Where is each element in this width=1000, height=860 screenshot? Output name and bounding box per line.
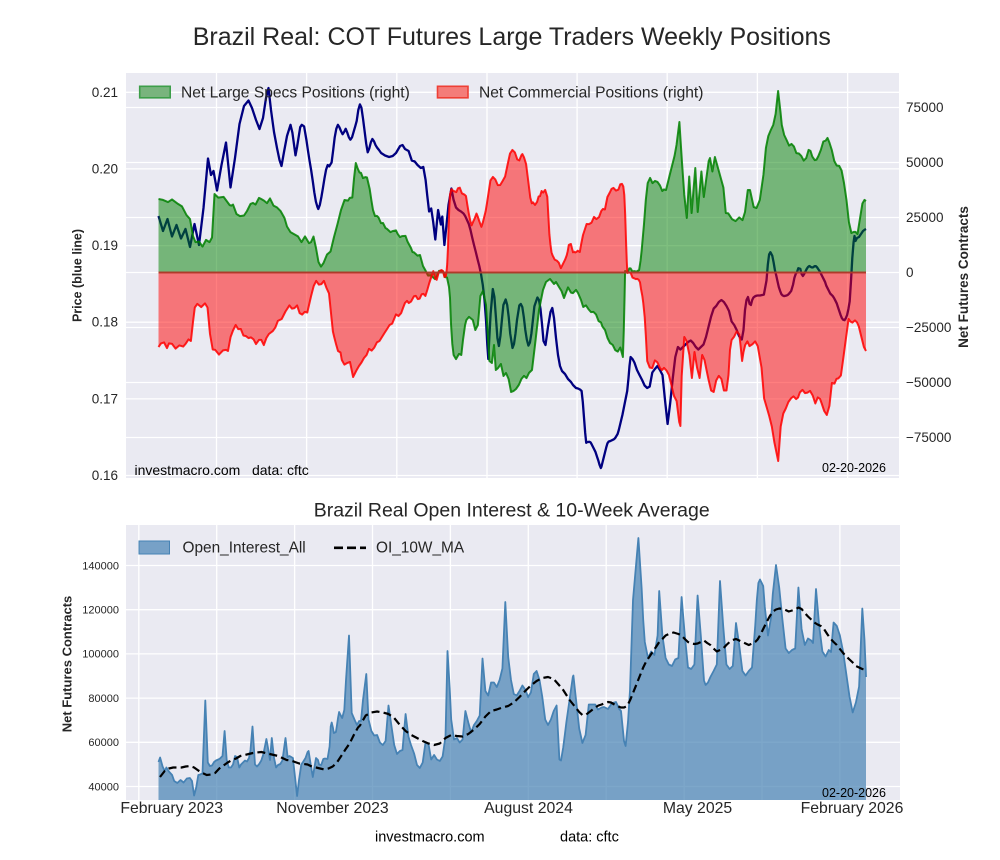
svg-text:0.19: 0.19 (92, 238, 118, 253)
svg-text:data: cftc: data: cftc (560, 830, 619, 846)
svg-text:November 2023: November 2023 (276, 800, 389, 817)
svg-text:80000: 80000 (88, 693, 119, 705)
svg-text:Net Commercial Positions (righ: Net Commercial Positions (right) (479, 85, 703, 102)
svg-text:120000: 120000 (82, 605, 119, 617)
svg-text:25000: 25000 (906, 210, 944, 225)
svg-text:02-20-2026: 02-20-2026 (822, 786, 886, 800)
svg-text:−50000: −50000 (906, 375, 951, 390)
svg-text:60000: 60000 (88, 737, 119, 749)
svg-text:OI_10W_MA: OI_10W_MA (376, 540, 465, 557)
svg-text:100000: 100000 (82, 649, 119, 661)
svg-text:Brazil Real Open Interest & 10: Brazil Real Open Interest & 10-Week Aver… (314, 500, 710, 522)
svg-text:0.20: 0.20 (92, 161, 118, 176)
svg-text:investmacro.com: investmacro.com (375, 830, 485, 846)
svg-text:0.21: 0.21 (92, 85, 118, 100)
svg-text:Net Large Specs Positions (rig: Net Large Specs Positions (right) (181, 85, 410, 102)
svg-text:Net Futures Contracts: Net Futures Contracts (956, 206, 971, 348)
svg-text:February 2026: February 2026 (801, 800, 904, 817)
svg-text:August 2024: August 2024 (484, 800, 573, 817)
svg-text:−25000: −25000 (906, 320, 951, 335)
svg-text:75000: 75000 (906, 100, 944, 115)
svg-text:Open_Interest_All: Open_Interest_All (183, 540, 306, 557)
svg-text:0.17: 0.17 (92, 391, 118, 406)
svg-text:0: 0 (906, 265, 914, 280)
svg-text:Brazil Real: COT Futures Large: Brazil Real: COT Futures Large Traders W… (193, 23, 831, 51)
svg-text:0.18: 0.18 (92, 315, 118, 330)
svg-text:140000: 140000 (82, 560, 119, 572)
svg-text:50000: 50000 (906, 155, 944, 170)
svg-text:May 2025: May 2025 (663, 800, 733, 817)
svg-text:Net Futures Contracts: Net Futures Contracts (60, 596, 75, 733)
svg-text:Price (blue line): Price (blue line) (71, 229, 85, 322)
svg-text:40000: 40000 (88, 781, 119, 793)
svg-text:−75000: −75000 (906, 430, 951, 445)
svg-text:February 2023: February 2023 (120, 800, 223, 817)
svg-text:02-20-2026: 02-20-2026 (822, 461, 886, 475)
svg-text:investmacro.com data: cftc: investmacro.com data: cftc (135, 462, 309, 478)
svg-text:0.16: 0.16 (92, 468, 118, 483)
